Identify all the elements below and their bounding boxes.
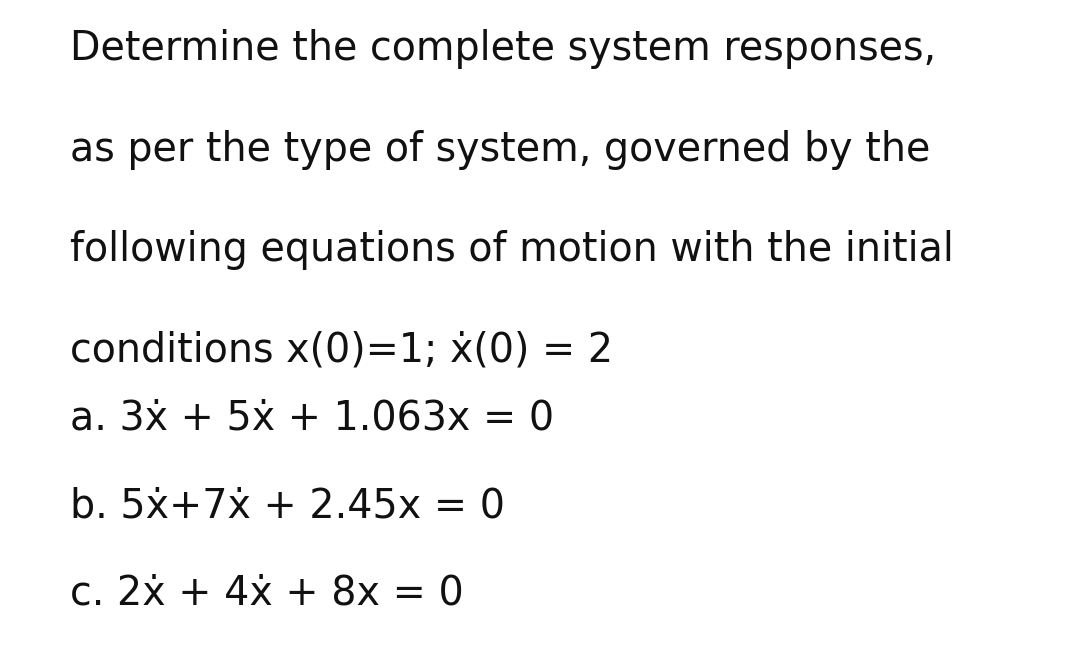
Text: conditions x(0)=1; ẋ(0) = 2: conditions x(0)=1; ẋ(0) = 2 <box>70 330 613 371</box>
Text: b. 5ẋ+7ẋ + 2.45x = 0: b. 5ẋ+7ẋ + 2.45x = 0 <box>70 486 505 526</box>
Text: as per the type of system, governed by the: as per the type of system, governed by t… <box>70 130 931 170</box>
Text: a. 3ẋ + 5ẋ + 1.063x = 0: a. 3ẋ + 5ẋ + 1.063x = 0 <box>70 399 554 439</box>
Text: c. 2ẋ + 4ẋ + 8x = 0: c. 2ẋ + 4ẋ + 8x = 0 <box>70 573 464 614</box>
Text: following equations of motion with the initial: following equations of motion with the i… <box>70 230 954 270</box>
Text: Determine the complete system responses,: Determine the complete system responses, <box>70 29 936 69</box>
